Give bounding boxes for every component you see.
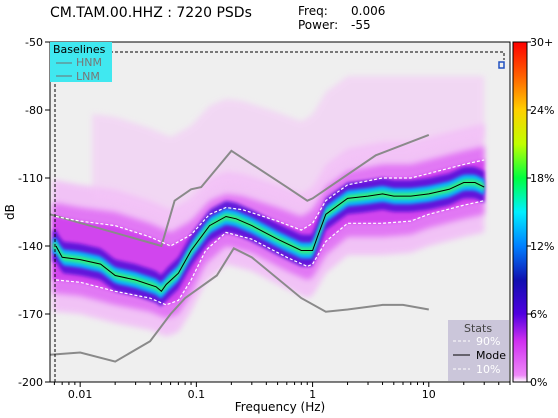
colorbar-tick-label: 30+ (530, 36, 553, 49)
stats-legend-box (448, 320, 509, 381)
plot-title: CM.TAM.00.HHZ : 7220 PSDs (50, 5, 252, 21)
axes: -200 -170 -140 -110 -80 -50 0.01 0.1 1 10 (18, 36, 511, 401)
y-tick-label: -80 (25, 104, 43, 117)
x-tick-label: 0.1 (188, 388, 206, 401)
y-axis-label: dB (3, 204, 17, 220)
y-tick-label: -170 (18, 308, 43, 321)
p90-legend-label: 90% (476, 335, 500, 348)
baselines-legend-title: Baselines (53, 43, 106, 56)
stats-legend: Stats 90% Mode 10% (448, 320, 509, 381)
y-tick-label: -200 (18, 376, 43, 389)
psd-density-heatmap (52, 76, 485, 337)
mode-legend-label: Mode (476, 349, 506, 362)
freq-value: 0.006 (351, 4, 385, 18)
colorbar-ticks: 0% 6% 12% 18% 24% 30+ (527, 36, 554, 389)
freq-label: Freq: (298, 4, 328, 18)
data-extent-box (54, 51, 505, 382)
power-label: Power: (298, 18, 338, 32)
power-value: -55 (351, 18, 371, 32)
plot-frame (49, 41, 511, 383)
stats-legend-title: Stats (464, 322, 492, 335)
cursor-marker (498, 61, 505, 69)
density-upper-cloud (92, 76, 485, 223)
lnm-curve (50, 246, 429, 363)
y-tick-label: -110 (18, 172, 43, 185)
colorbar (512, 41, 528, 383)
y-tick-label: -50 (25, 36, 43, 49)
x-tick-label: 1 (309, 388, 316, 401)
x-tick-label: 0.01 (68, 388, 93, 401)
x-tick-label: 10 (422, 388, 436, 401)
mode-curve (55, 182, 485, 293)
baselines-legend: Baselines HNM LNM (50, 42, 112, 83)
density-mode-band-green (52, 179, 485, 294)
p10-legend-label: 10% (476, 363, 500, 376)
hnm-legend-label: HNM (76, 56, 102, 69)
p90-curve (55, 159, 485, 247)
colorbar-tick-label: 6% (530, 308, 547, 321)
colorbar-tick-label: 0% (530, 376, 547, 389)
curve-layer (50, 133, 485, 363)
y-tick-label: -140 (18, 240, 43, 253)
baselines-legend-box (50, 42, 112, 82)
p10-curve (55, 200, 485, 306)
hnm-curve (50, 133, 430, 248)
x-axis-label: Frequency (Hz) (235, 400, 326, 414)
colorbar-tick-label: 12% (530, 240, 554, 253)
lnm-legend-label: LNM (76, 70, 100, 83)
colorbar-tick-label: 18% (530, 172, 554, 185)
colorbar-tick-label: 24% (530, 104, 554, 117)
